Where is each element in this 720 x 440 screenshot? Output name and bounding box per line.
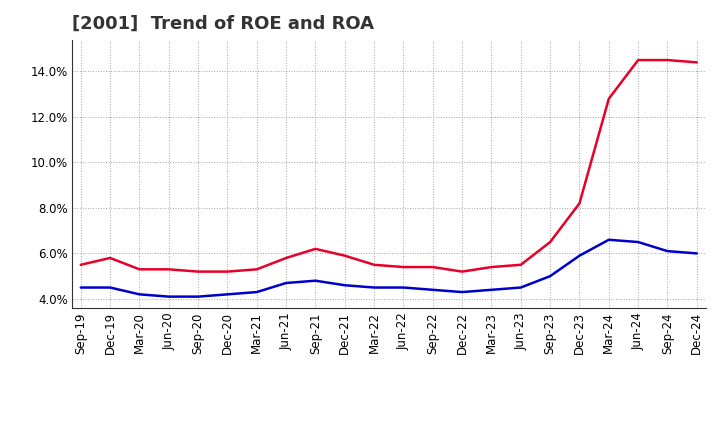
ROE bbox=[223, 269, 232, 274]
Line: ROE: ROE bbox=[81, 60, 697, 271]
ROE bbox=[282, 255, 290, 260]
ROE bbox=[76, 262, 85, 268]
ROE bbox=[693, 60, 701, 65]
ROE bbox=[311, 246, 320, 252]
ROE bbox=[516, 262, 525, 268]
ROA bbox=[253, 290, 261, 295]
ROA bbox=[605, 237, 613, 242]
ROE bbox=[487, 264, 496, 270]
ROE bbox=[546, 239, 554, 245]
ROE bbox=[341, 253, 349, 258]
ROE bbox=[106, 255, 114, 260]
ROA bbox=[458, 290, 467, 295]
ROE bbox=[663, 58, 672, 63]
ROA bbox=[575, 253, 584, 258]
ROA bbox=[487, 287, 496, 293]
ROE bbox=[253, 267, 261, 272]
ROE bbox=[135, 267, 144, 272]
ROE bbox=[634, 58, 642, 63]
ROE bbox=[164, 267, 173, 272]
ROA bbox=[663, 249, 672, 254]
ROA bbox=[223, 292, 232, 297]
ROE bbox=[605, 96, 613, 101]
ROA bbox=[546, 274, 554, 279]
ROA bbox=[76, 285, 85, 290]
ROA bbox=[693, 251, 701, 256]
ROE bbox=[194, 269, 202, 274]
ROA bbox=[634, 239, 642, 245]
Line: ROA: ROA bbox=[81, 240, 697, 297]
ROA bbox=[370, 285, 379, 290]
ROA bbox=[399, 285, 408, 290]
ROA bbox=[428, 287, 437, 293]
ROA bbox=[282, 280, 290, 286]
ROE bbox=[575, 201, 584, 206]
ROA bbox=[194, 294, 202, 299]
ROA bbox=[164, 294, 173, 299]
ROA bbox=[516, 285, 525, 290]
ROA bbox=[106, 285, 114, 290]
ROA bbox=[311, 278, 320, 283]
ROA bbox=[135, 292, 144, 297]
ROE bbox=[428, 264, 437, 270]
ROA bbox=[341, 282, 349, 288]
ROE bbox=[399, 264, 408, 270]
Text: [2001]  Trend of ROE and ROA: [2001] Trend of ROE and ROA bbox=[72, 15, 374, 33]
ROE bbox=[370, 262, 379, 268]
ROE bbox=[458, 269, 467, 274]
